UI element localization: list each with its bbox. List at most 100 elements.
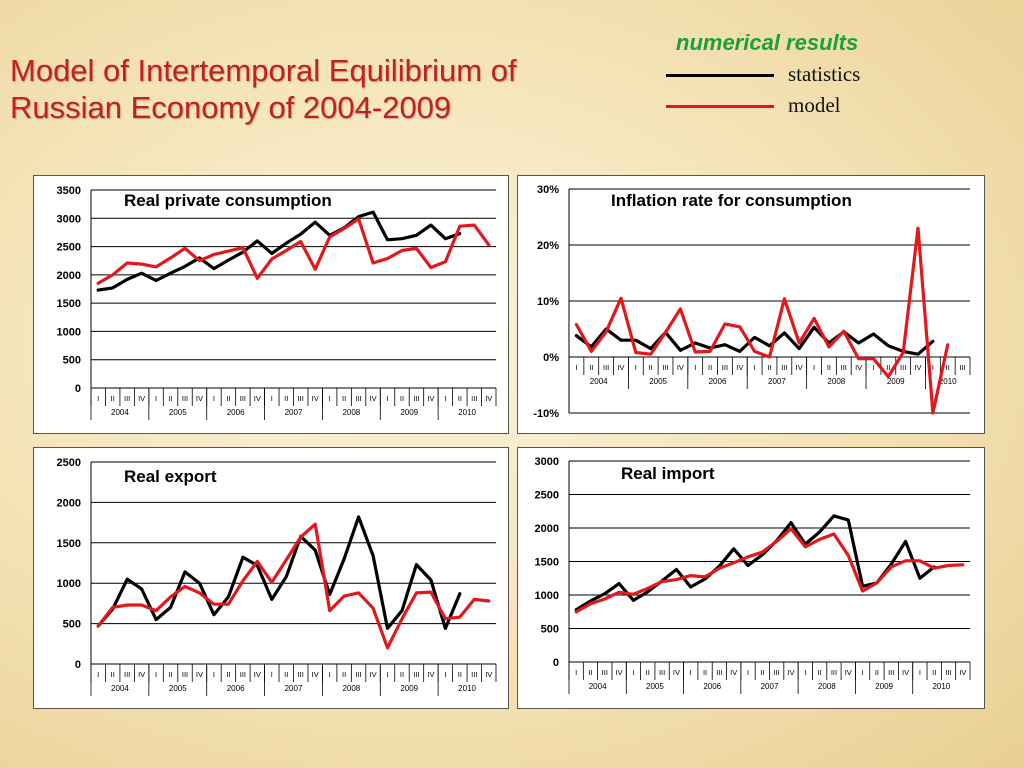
chart-title: Inflation rate for consumption (611, 191, 852, 210)
x-tick-label: IV (312, 394, 319, 403)
x-tick-label: II (649, 363, 653, 372)
y-tick-label: 2000 (57, 270, 81, 282)
chart-panel-inflation: -10% 0% 10% 20% 30% I II III IV I II III IV I II III IV I… (517, 175, 985, 434)
y-tick-label: 1000 (57, 326, 81, 338)
title-line-2: Russian Economy of 2004-2009 (10, 90, 452, 125)
x-tick-label: I (213, 394, 215, 403)
x-tick-label: I (813, 363, 815, 372)
x-tick-label: I (872, 363, 874, 372)
x-tick-label: IV (902, 668, 909, 677)
x-tick-label: III (240, 670, 246, 679)
year-label: 2008 (827, 377, 845, 386)
year-label: 2005 (169, 684, 187, 693)
year-label: 2006 (227, 684, 245, 693)
x-tick-label: IV (312, 670, 319, 679)
x-tick-label: II (400, 394, 404, 403)
x-tick-label: II (342, 670, 346, 679)
y-tick-label: 3000 (57, 213, 81, 225)
year-label: 2008 (818, 682, 836, 691)
series-line-model (574, 226, 950, 415)
year-label: 2004 (111, 408, 129, 417)
x-tick-label: II (111, 394, 115, 403)
year-label: 2009 (887, 377, 905, 386)
year-label: 2009 (400, 684, 418, 693)
year-label: 2010 (458, 408, 476, 417)
title-line-1: Model of Intertemporal Equilibrium of (10, 53, 517, 88)
x-tick-label: I (329, 670, 331, 679)
year-label: 2009 (400, 408, 418, 417)
x-tick-label: I (690, 668, 692, 677)
x-tick-label: I (635, 363, 637, 372)
series-line-statistics (574, 514, 936, 612)
x-tick-label: II (284, 394, 288, 403)
x-tick-label: I (271, 670, 273, 679)
x-tick-label: II (284, 670, 288, 679)
y-tick-label: 0% (543, 352, 559, 364)
y-tick-label: 500 (541, 624, 559, 636)
x-tick-label: II (875, 668, 879, 677)
legend-header: numerical results (676, 30, 859, 55)
year-label: 2004 (111, 684, 129, 693)
x-tick-label: IV (796, 363, 803, 372)
x-tick-label: IV (673, 668, 680, 677)
x-tick-label: III (662, 363, 668, 372)
y-tick-label: 2500 (57, 457, 81, 469)
y-tick-label: 1000 (57, 578, 81, 590)
y-tick-label: 0 (75, 383, 81, 395)
year-label: 2008 (342, 408, 360, 417)
y-tick-label: 3000 (535, 456, 559, 468)
y-tick-label: 2500 (57, 242, 81, 254)
x-tick-label: II (458, 670, 462, 679)
x-tick-label: I (155, 670, 157, 679)
x-tick-label: II (886, 363, 890, 372)
x-tick-label: I (694, 363, 696, 372)
y-tick-label: 0 (553, 657, 559, 669)
series-line-model (96, 522, 491, 650)
year-label: 2004 (590, 377, 608, 386)
x-tick-label: III (298, 670, 304, 679)
y-tick-label: 500 (63, 619, 81, 631)
x-tick-label: III (841, 363, 847, 372)
y-tick-label: 2500 (535, 490, 559, 502)
year-label: 2006 (709, 377, 727, 386)
x-tick-label: II (168, 394, 172, 403)
x-tick-label: II (168, 670, 172, 679)
y-tick-label: 1000 (535, 590, 559, 602)
year-label: 2010 (939, 377, 957, 386)
x-tick-label: II (458, 394, 462, 403)
x-tick-label: I (575, 668, 577, 677)
x-tick-label: III (659, 668, 665, 677)
x-tick-label: I (213, 670, 215, 679)
x-tick-label: I (632, 668, 634, 677)
x-tick-label: IV (485, 394, 492, 403)
x-tick-label: IV (730, 668, 737, 677)
x-tick-label: I (271, 394, 273, 403)
x-tick-label: III (240, 394, 246, 403)
x-tick-label: II (342, 394, 346, 403)
x-tick-label: III (182, 394, 188, 403)
y-tick-label: 10% (537, 296, 559, 308)
x-tick-label: I (329, 394, 331, 403)
x-tick-label: II (588, 668, 592, 677)
series-line-statistics (96, 515, 462, 630)
x-tick-label: III (413, 670, 419, 679)
x-tick-label: IV (427, 394, 434, 403)
x-tick-label: IV (196, 670, 203, 679)
x-tick-label: IV (677, 363, 684, 372)
year-label: 2010 (458, 684, 476, 693)
x-tick-label: IV (370, 394, 377, 403)
x-tick-label: IV (254, 394, 261, 403)
x-tick-label: IV (427, 670, 434, 679)
slide-title: Model of Intertemporal Equilibrium of Ru… (10, 52, 610, 126)
y-tick-label: 1500 (535, 557, 559, 569)
x-tick-label: IV (138, 394, 145, 403)
x-tick-label: I (155, 394, 157, 403)
x-tick-label: III (722, 363, 728, 372)
y-tick-label: 2000 (57, 497, 81, 509)
x-tick-label: I (386, 670, 388, 679)
x-tick-label: I (575, 363, 577, 372)
x-tick-label: IV (959, 668, 966, 677)
